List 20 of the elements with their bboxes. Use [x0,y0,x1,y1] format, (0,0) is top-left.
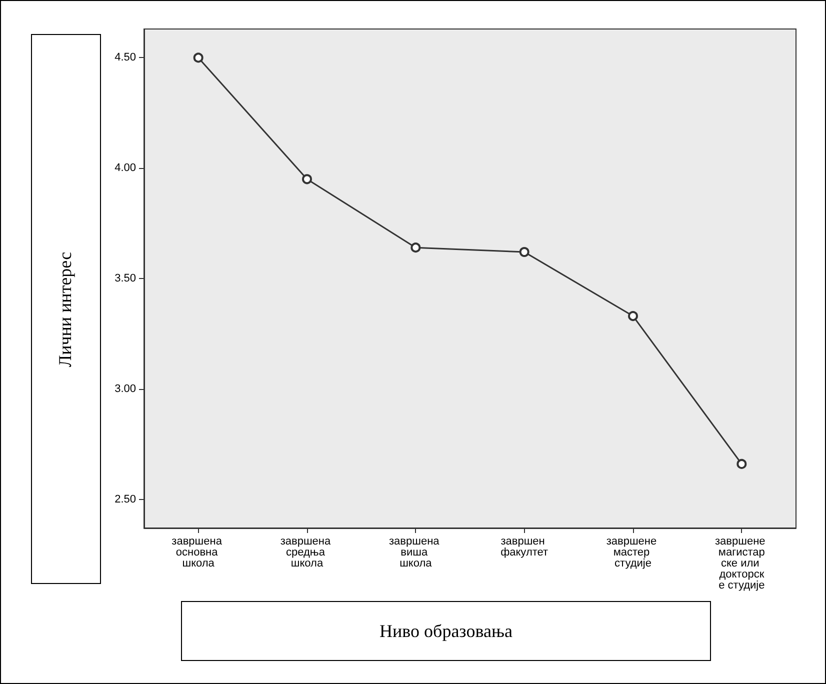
y-tick-label: 2.50 [114,493,136,506]
y-axis-title: Лични интерес [56,251,76,367]
x-tick-label: завршена средња школа [280,536,334,570]
y-tick-label: 3.00 [114,382,136,395]
point [410,242,421,253]
point [302,174,312,184]
point [628,311,638,322]
x-tick-label: завршене магистарске или докторске студије [715,536,768,592]
xlabel-box: Ниво образовања [181,601,711,661]
x-tick-label: завршена виша школа [389,536,442,570]
point [519,247,530,257]
y-tick-label: 4.50 [114,52,136,64]
y-tick-label: 3.50 [114,272,136,284]
ylabel-box: Лични интерес [31,34,101,584]
y-tick-label: 4.00 [114,162,136,174]
point [193,52,204,63]
x-tick-label: завршена основна школа [172,536,225,570]
x-tick-label: завршен факултет [500,536,548,558]
x-tick-label: завршене мастер студије [606,536,660,570]
point [736,458,747,469]
